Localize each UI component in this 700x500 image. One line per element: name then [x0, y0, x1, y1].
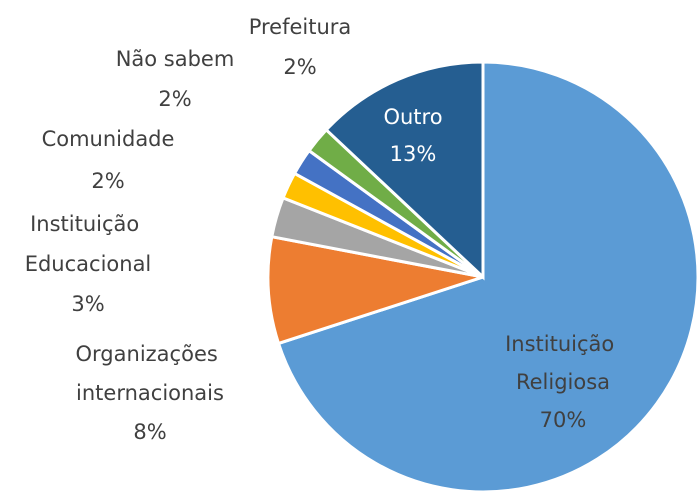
- slice-label: Outro: [383, 105, 442, 129]
- slice-value-label: 2%: [158, 87, 191, 111]
- slice-label: Prefeitura: [249, 15, 352, 39]
- pie-slice: [266, 234, 484, 346]
- slice-value-label: 3%: [71, 292, 104, 316]
- slice-value-label: 2%: [91, 169, 124, 193]
- slice-value-label: 2%: [283, 55, 316, 79]
- slice-label: Não sabem: [116, 47, 235, 71]
- slice-label: Organizações internacionais: [76, 342, 225, 405]
- slice-label: Comunidade: [42, 127, 175, 151]
- pie-slice: [324, 60, 485, 281]
- slice-value-label: 8%: [133, 420, 166, 444]
- slice-value-label: 13%: [390, 142, 437, 166]
- slice-value-label: 70%: [540, 408, 587, 432]
- slice-label: Instituição Educacional: [25, 212, 152, 276]
- slice-label: Instituição Religiosa: [505, 332, 621, 394]
- pie-slice: [276, 60, 700, 494]
